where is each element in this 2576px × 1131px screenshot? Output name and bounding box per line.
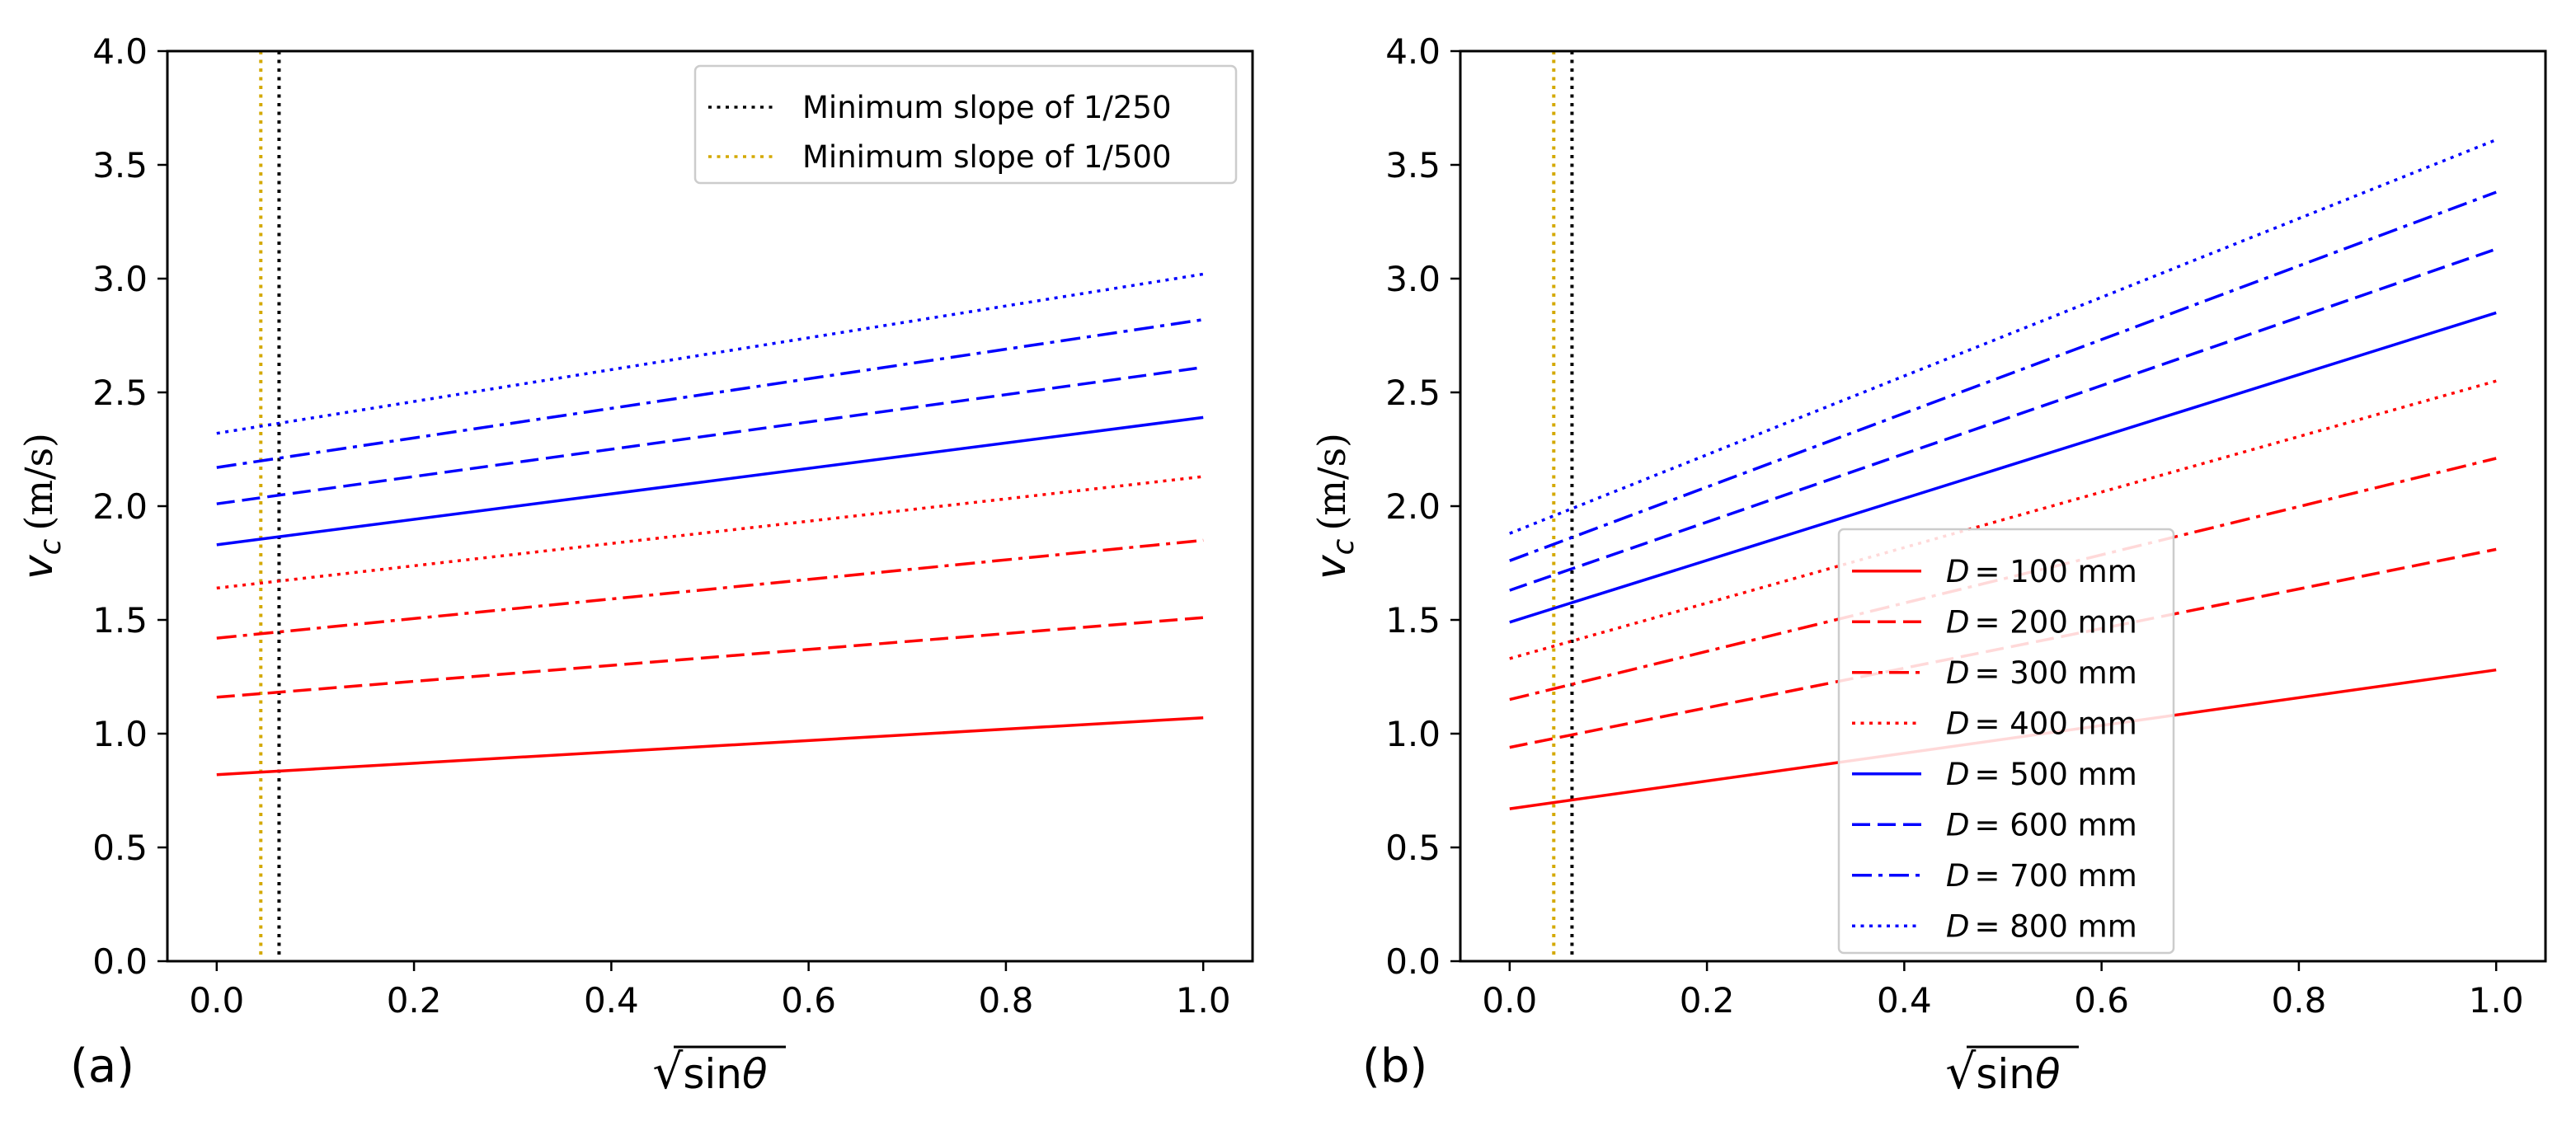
x-tick-label: 0.2 xyxy=(387,980,442,1021)
y-tick-label: 1.0 xyxy=(1385,714,1441,754)
legend-label: D = 100 mm xyxy=(1946,554,2137,589)
x-tick-label: 0.0 xyxy=(1482,980,1537,1021)
y-tick-label: 2.5 xyxy=(92,373,148,413)
y-tick-label: 1.5 xyxy=(1385,600,1441,641)
legend: D = 100 mm D = 200 mm D = 300 mm D = 400 mm D = 5… xyxy=(1837,528,2175,955)
y-tick-label: 2.5 xyxy=(1385,373,1441,413)
legend-box xyxy=(693,64,1238,185)
series-line-400mm xyxy=(1509,379,2497,660)
series-line-200mm xyxy=(216,616,1204,699)
panel-label: (b) xyxy=(1362,1039,1427,1093)
series-line-600mm xyxy=(216,365,1204,505)
chart-panel-b: 0.0 0.2 0.4 0.6 0.8 1.0 0.0 0.5 1.0 1.5 2.0 2.5 3.0 3… xyxy=(1307,31,2547,1100)
y-tick-label: 2.0 xyxy=(1385,486,1441,527)
x-tick-label: 1.0 xyxy=(1176,980,1231,1021)
legend-label: Minimum slope of 1/250 xyxy=(802,90,1172,125)
x-tick-label: 0.8 xyxy=(2272,980,2327,1021)
x-tick-label: 0.2 xyxy=(1680,980,1735,1021)
y-axis-label: vc(m/s) xyxy=(14,433,68,580)
x-tick-label: 0.8 xyxy=(979,980,1034,1021)
series-line-600mm xyxy=(1509,247,2497,592)
y-tick-label: 3.0 xyxy=(1385,259,1441,299)
y-tick-label: 1.5 xyxy=(92,600,148,641)
series-line-300mm xyxy=(1509,457,2497,702)
series-line-400mm xyxy=(216,475,1204,590)
y-tick-label: 3.5 xyxy=(92,145,148,185)
y-tick-label: 0.5 xyxy=(1385,828,1441,868)
y-tick-label: 4.0 xyxy=(1385,31,1441,72)
y-tick-label: 0.0 xyxy=(92,941,148,982)
legend-label: D = 400 mm xyxy=(1946,706,2137,741)
legend-label: D = 600 mm xyxy=(1946,807,2137,842)
series-line-700mm xyxy=(216,317,1204,469)
y-tick-label: 0.5 xyxy=(92,828,148,868)
legend-label: D = 700 mm xyxy=(1946,858,2137,894)
legend-label: D = 500 mm xyxy=(1946,757,2137,792)
legend-label: Minimum slope of 1/500 xyxy=(802,139,1172,175)
series-line-800mm xyxy=(1509,138,2497,535)
panel-label: (a) xyxy=(70,1039,134,1093)
y-axis-label: vc(m/s) xyxy=(1307,433,1361,580)
legend-label: D = 200 mm xyxy=(1946,604,2137,640)
x-axis-label: √sinθ xyxy=(1945,1044,2060,1100)
x-tick-label: 0.4 xyxy=(1877,980,1932,1021)
series-line-300mm xyxy=(216,538,1204,640)
x-tick-label: 0.6 xyxy=(781,980,836,1021)
y-tick-label: 3.0 xyxy=(92,259,148,299)
legend-box xyxy=(1837,528,2175,955)
x-axis-label: √sinθ xyxy=(652,1044,767,1100)
x-tick-label: 0.0 xyxy=(189,980,244,1021)
x-tick-label: 0.6 xyxy=(2074,980,2129,1021)
legend-label: D = 800 mm xyxy=(1946,908,2137,944)
legend: Minimum slope of 1/250 Minimum slope of 1… xyxy=(693,64,1238,185)
series-line-500mm xyxy=(216,415,1204,547)
y-tick-label: 2.0 xyxy=(92,486,148,527)
y-tick-label: 3.5 xyxy=(1385,145,1441,185)
series-line-800mm xyxy=(216,272,1204,435)
x-tick-label: 1.0 xyxy=(2469,980,2524,1021)
chart-panel-a: 0.0 0.2 0.4 0.6 0.8 1.0 0.0 0.5 1.0 1.5 2.0 2.5 3.0 3… xyxy=(14,31,1254,1100)
plot-area xyxy=(216,51,1204,961)
series-line-500mm xyxy=(1509,311,2497,624)
series-line-700mm xyxy=(1509,190,2497,562)
y-tick-label: 4.0 xyxy=(92,31,148,72)
y-tick-label: 0.0 xyxy=(1385,941,1441,982)
y-tick-label: 1.0 xyxy=(92,714,148,754)
x-tick-label: 0.4 xyxy=(584,980,639,1021)
legend-label: D = 300 mm xyxy=(1946,655,2137,691)
series-line-100mm xyxy=(216,716,1204,777)
